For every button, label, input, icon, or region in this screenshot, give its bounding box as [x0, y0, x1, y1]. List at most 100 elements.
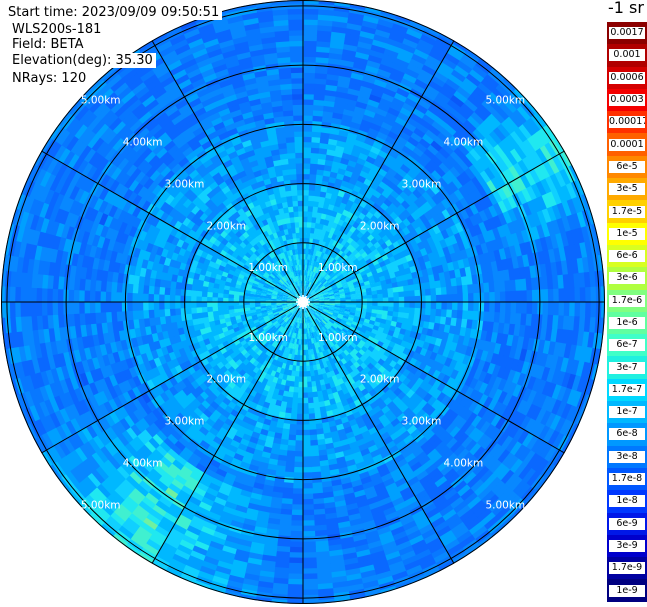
- heatmap-cell: [324, 297, 331, 300]
- heatmap-cell: [461, 139, 475, 153]
- heatmap-cell: [313, 303, 320, 306]
- heatmap-cell: [454, 268, 462, 279]
- heatmap-cell: [437, 111, 452, 125]
- heatmap-cell: [328, 291, 335, 296]
- heatmap-cell: [306, 286, 309, 293]
- heatmap-cell: [310, 276, 315, 283]
- heatmap-cell: [422, 321, 430, 330]
- heatmap-cell: [502, 98, 519, 114]
- heatmap-cell: [309, 289, 315, 295]
- heatmap-cell: [508, 323, 516, 337]
- heatmap-cell: [308, 299, 314, 301]
- heatmap-cell: [536, 195, 548, 212]
- heatmap-cell: [393, 291, 400, 298]
- heatmap-cell: [487, 321, 495, 333]
- heatmap-cell: [298, 376, 303, 383]
- heatmap-cell: [321, 288, 328, 293]
- heatmap-cell: [303, 242, 307, 249]
- beta-heatmap-cells: [1, 0, 605, 604]
- heatmap-cell: [466, 319, 474, 330]
- heatmap-cell: [352, 280, 360, 286]
- heatmap-cell: [485, 240, 495, 254]
- heatmap-cell: [424, 281, 431, 290]
- heatmap-cell: [546, 275, 554, 291]
- heatmap-cell: [497, 270, 506, 283]
- heatmap-cell: [333, 276, 340, 282]
- heatmap-cell: [325, 284, 332, 289]
- heatmap-cell: [308, 248, 312, 255]
- heatmap-cell: [323, 100, 336, 108]
- heatmap-cell: [294, 445, 303, 452]
- heatmap-cell: [526, 213, 537, 229]
- heatmap-cell: [319, 137, 330, 145]
- heatmap-cell: [432, 204, 443, 216]
- heatmap-cell: [415, 217, 425, 227]
- heatmap-cell: [305, 258, 308, 265]
- heatmap-cell: [308, 259, 313, 266]
- heatmap-cell: [508, 268, 516, 282]
- heatmap-cell: [360, 288, 367, 294]
- heatmap-cell: [334, 254, 341, 261]
- heatmap-cell: [427, 173, 439, 185]
- heatmap-cell: [326, 208, 334, 216]
- heatmap-cell: [414, 307, 421, 315]
- heatmap-cell: [467, 310, 474, 321]
- heatmap-cell: [314, 266, 319, 273]
- heatmap-cell: [539, 237, 549, 252]
- heatmap-cell: [324, 259, 330, 267]
- heatmap-cell: [551, 204, 563, 221]
- heatmap-cell: [490, 176, 503, 191]
- heatmap-cell: [477, 103, 493, 119]
- heatmap-cell: [481, 320, 490, 332]
- heatmap-cell: [318, 295, 325, 298]
- heatmap-cell: [302, 541, 316, 548]
- heatmap-cell: [505, 133, 520, 150]
- heatmap-cell: [398, 296, 405, 303]
- heatmap-cell: [331, 284, 338, 290]
- heatmap-cell: [403, 159, 415, 170]
- heatmap-cell: [290, 520, 303, 527]
- heatmap-cell: [457, 240, 466, 252]
- heatmap-cell: [557, 315, 565, 331]
- heatmap-cell: [298, 381, 303, 388]
- heatmap-cell: [316, 163, 326, 171]
- heatmap-cell: [363, 160, 374, 170]
- heatmap-cell: [590, 286, 597, 304]
- heatmap-cell: [444, 236, 454, 248]
- heatmap-cell: [372, 140, 384, 151]
- heatmap-cell: [446, 302, 453, 311]
- heatmap-cell: [287, 573, 303, 580]
- heatmap-cell: [302, 488, 314, 495]
- heatmap-cell: [429, 315, 437, 324]
- heatmap-cell: [549, 173, 562, 191]
- heatmap-cell: [358, 152, 369, 162]
- heatmap-cell: [561, 200, 573, 218]
- heatmap-cell: [380, 163, 391, 173]
- heatmap-cell: [305, 248, 309, 255]
- heatmap-cell: [373, 112, 387, 123]
- heatmap-cell: [313, 200, 320, 208]
- heatmap-cell: [332, 188, 340, 196]
- heatmap-cell: [296, 408, 303, 415]
- heatmap-cell: [306, 370, 311, 378]
- heatmap-cell: [324, 299, 331, 301]
- heatmap-cell: [326, 276, 333, 282]
- heatmap-cell: [379, 275, 386, 282]
- heatmap-cell: [350, 304, 357, 308]
- heatmap-cell: [499, 302, 507, 314]
- heatmap-cell: [497, 157, 510, 173]
- heatmap-cell: [467, 115, 482, 130]
- heatmap-cell: [321, 115, 333, 124]
- heatmap-cell: [431, 120, 445, 133]
- heatmap-cell: [433, 40, 451, 54]
- heatmap-cell: [326, 268, 333, 275]
- heatmap-cell: [373, 33, 390, 44]
- heatmap-cell: [312, 260, 317, 267]
- heatmap-cell: [359, 285, 367, 290]
- heatmap-cell: [441, 294, 448, 303]
- heatmap-cell: [492, 189, 504, 204]
- heatmap-cell: [467, 94, 483, 109]
- heatmap-cell: [541, 222, 551, 239]
- heatmap-cell: [323, 293, 330, 297]
- heatmap-cell: [303, 77, 316, 84]
